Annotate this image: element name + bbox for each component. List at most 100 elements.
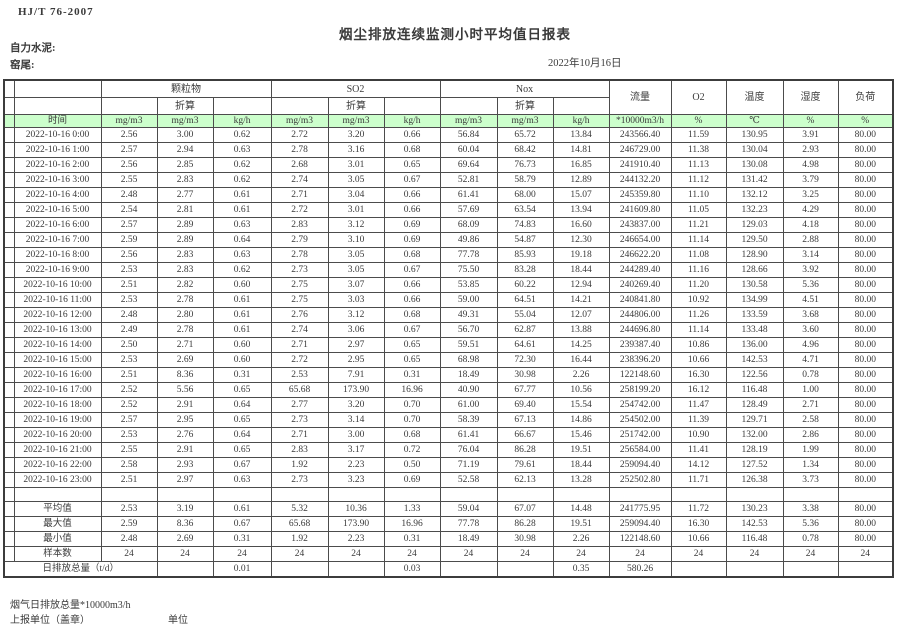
value-cell: 80.00 [837, 352, 894, 368]
value-cell: 80.00 [837, 427, 894, 443]
value-cell: 2.79 [270, 232, 329, 248]
value-cell: 3.79 [782, 172, 839, 188]
so2-converted-label: 折算 [327, 97, 385, 115]
value-cell: 15.46 [552, 427, 610, 443]
value-cell: 79.61 [496, 457, 554, 473]
value-cell: 2.94 [156, 142, 214, 158]
margin-cell [3, 307, 15, 323]
margin-cell [3, 292, 15, 308]
margin-cell [3, 217, 15, 233]
value-cell: 0.64 [212, 397, 272, 413]
value-cell: 3.01 [327, 157, 385, 173]
value-cell: 11.12 [670, 172, 727, 188]
table-row: 2022-10-16 16:00 2.51 8.36 0.31 2.53 7.91 0.31… [3, 367, 894, 383]
value-cell: 2.71 [270, 427, 329, 443]
value-cell: 122.56 [725, 367, 784, 383]
value-cell: 80.00 [837, 516, 894, 532]
value-cell: 60.04 [439, 142, 498, 158]
value-cell: 56.84 [439, 127, 498, 143]
value-cell: 5.36 [782, 277, 839, 293]
empty-cell [13, 487, 102, 502]
value-cell: 2.73 [270, 472, 329, 488]
value-cell: 1.92 [270, 531, 329, 547]
value-cell: 2.55 [100, 442, 158, 458]
value-cell: 243566.40 [608, 127, 672, 143]
value-cell: 241609.80 [608, 202, 672, 218]
value-cell: 2.72 [270, 352, 329, 368]
empty-cell [327, 487, 385, 502]
value-cell: 2.81 [156, 202, 214, 218]
value-cell: 2.53 [100, 262, 158, 278]
value-cell: 2.93 [782, 142, 839, 158]
time-cell: 2022-10-16 23:00 [13, 472, 102, 488]
value-cell: 10.66 [670, 531, 727, 547]
value-cell: 0.66 [383, 187, 441, 203]
value-cell: 2.26 [552, 531, 610, 547]
summary-row: 最大值 2.59 8.36 0.67 65.68 173.90 16.96 77.78 86.2… [3, 516, 894, 532]
unit-so2-mgm3: mg/m3 [270, 114, 329, 128]
value-cell: 3.16 [327, 142, 385, 158]
margin-cell [3, 322, 15, 338]
unit-label: 单位 [168, 615, 188, 626]
empty-cell [608, 487, 672, 502]
margin-cell [3, 352, 15, 368]
value-cell: 259094.40 [608, 516, 672, 532]
value-cell: 65.68 [270, 516, 329, 532]
value-cell: 2.54 [100, 202, 158, 218]
value-cell: 53.85 [439, 277, 498, 293]
value-cell: 3.05 [327, 172, 385, 188]
value-cell: 133.59 [725, 307, 784, 323]
value-cell: 0.63 [212, 472, 272, 488]
value-cell: 52.58 [439, 472, 498, 488]
value-cell: 86.28 [496, 442, 554, 458]
value-cell: 133.48 [725, 322, 784, 338]
value-cell: 58.79 [496, 172, 554, 188]
value-cell: 2.95 [327, 352, 385, 368]
value-cell: 2.59 [100, 232, 158, 248]
daily-total-cell [725, 561, 784, 578]
time-cell: 2022-10-16 3:00 [13, 172, 102, 188]
value-cell: 14.81 [552, 142, 610, 158]
value-cell: 238396.20 [608, 352, 672, 368]
value-cell: 62.13 [496, 472, 554, 488]
daily-total-cell [670, 561, 727, 578]
value-cell: 80.00 [837, 397, 894, 413]
value-cell: 13.88 [552, 322, 610, 338]
value-cell: 0.67 [383, 172, 441, 188]
value-cell: 10.66 [670, 352, 727, 368]
group-o2: O2 [670, 79, 727, 115]
value-cell: 72.30 [496, 352, 554, 368]
value-cell: 69.40 [496, 397, 554, 413]
value-cell: 130.95 [725, 127, 784, 143]
table-row: 2022-10-16 10:00 2.51 2.82 0.60 2.75 3.07 0.66… [3, 277, 894, 293]
value-cell: 2.23 [327, 531, 385, 547]
value-cell: 80.00 [837, 172, 894, 188]
value-cell: 80.00 [837, 277, 894, 293]
value-cell: 62.87 [496, 322, 554, 338]
value-cell: 2.56 [100, 247, 158, 263]
value-cell: 0.61 [212, 307, 272, 323]
value-cell: 16.44 [552, 352, 610, 368]
value-cell: 131.42 [725, 172, 784, 188]
value-cell: 64.51 [496, 292, 554, 308]
value-cell: 68.00 [496, 187, 554, 203]
margin-cell [3, 382, 15, 398]
value-cell: 2.89 [156, 217, 214, 233]
value-cell: 66.67 [496, 427, 554, 443]
time-cell: 2022-10-16 12:00 [13, 307, 102, 323]
value-cell: 16.60 [552, 217, 610, 233]
value-cell: 3.73 [782, 472, 839, 488]
margin-cell [3, 412, 15, 428]
value-cell: 77.78 [439, 247, 498, 263]
value-cell: 2.55 [100, 172, 158, 188]
value-cell: 24 [212, 546, 272, 562]
value-cell: 0.65 [212, 442, 272, 458]
value-cell: 14.21 [552, 292, 610, 308]
margin-cell [3, 247, 15, 263]
value-cell: 19.51 [552, 516, 610, 532]
value-cell: 65.68 [270, 382, 329, 398]
spacer-cell [270, 97, 329, 115]
value-cell: 14.48 [552, 501, 610, 517]
empty-cell [837, 487, 894, 502]
empty-cell [3, 487, 15, 502]
